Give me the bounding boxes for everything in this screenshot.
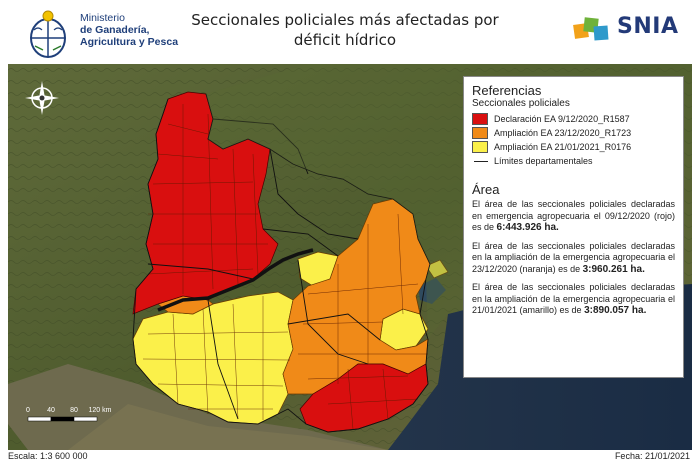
ministry-name: Ministerio de Ganadería, Agricultura y P…: [80, 12, 178, 48]
region-yellow-north-tip: [425, 259, 449, 279]
legend-item-red: Declaración EA 9/12/2020_R1587: [472, 112, 675, 126]
legend-item-label: Ampliación EA 21/01/2021_R0176: [494, 142, 632, 152]
map-legend: Referencias Seccionales policiales Decla…: [463, 76, 684, 378]
rio-de-la-plata-water: [68, 404, 388, 450]
legend-line-swatch: [474, 160, 488, 162]
area-value: 3:890.057 ha.: [584, 305, 647, 316]
ministry-line-3: Agricultura y Pesca: [80, 36, 179, 48]
scale-tick-80: 80: [70, 407, 78, 414]
legend-item-boundary: Límites departamentales: [472, 154, 675, 168]
header: Ministerio de Ganadería, Agricultura y P…: [0, 0, 700, 64]
area-text: El área de las seccionales policiales de…: [472, 199, 675, 232]
uruguay-coat-of-arms-icon: [30, 10, 66, 58]
legend-boundary-label: Límites departamentales: [494, 156, 593, 166]
area-value: 3:960.261 ha.: [582, 263, 645, 275]
legend-swatch-yellow: [472, 141, 488, 153]
legend-item-orange: Ampliación EA 23/12/2020_R1723: [472, 126, 675, 140]
legend-subtitle: Seccionales policiales: [472, 98, 570, 109]
scale-bar: 0 40 80 120 km: [26, 407, 112, 422]
scale-text: Escala: 1:3 600 000: [8, 451, 88, 461]
scale-tick-0: 0: [26, 407, 30, 414]
rio-negro: [157, 248, 314, 312]
page-title: Seccionales policiales más afectadas por…: [180, 10, 510, 50]
scale-tick-120: 120 km: [89, 407, 112, 414]
date-text: Fecha: 21/01/2021: [614, 451, 690, 461]
snia-brand-text: SNIA: [617, 14, 679, 39]
department-boundaries: [132, 93, 431, 433]
legend-item-yellow: Ampliación EA 21/01/2021_R0176: [472, 140, 675, 154]
legend-swatch-red: [472, 113, 488, 125]
area-paragraph-red: El área de las seccionales policiales de…: [472, 199, 675, 234]
legend-item-label: Declaración EA 9/12/2020_R1587: [494, 114, 630, 124]
area-text: El área de las seccionales policiales de…: [472, 282, 675, 315]
compass-rose-icon: [25, 81, 59, 115]
ministry-line-1: Ministerio: [80, 12, 125, 24]
area-value: 6:443.926 ha.: [496, 222, 559, 233]
title-line-2: déficit hídrico: [293, 31, 397, 49]
snia-logo-icon: [573, 17, 609, 41]
legend-title: Referencias: [472, 83, 542, 98]
legend-item-label: Ampliación EA 23/12/2020_R1723: [494, 128, 632, 138]
area-paragraph-yellow: El área de las seccionales policiales de…: [472, 282, 675, 317]
scale-tick-40: 40: [47, 407, 55, 414]
area-paragraph-orange: El área de las seccionales policiales de…: [472, 241, 675, 276]
legend-swatch-orange: [472, 127, 488, 139]
area-text: El área de las seccionales policiales de…: [472, 240, 675, 274]
area-title: Área: [472, 182, 500, 197]
title-line-1: Seccionales policiales más afectadas por: [191, 11, 499, 29]
seccional-boundaries: [142, 104, 428, 430]
ministry-line-2: de Ganadería,: [80, 24, 150, 36]
region-orange: [282, 198, 431, 395]
